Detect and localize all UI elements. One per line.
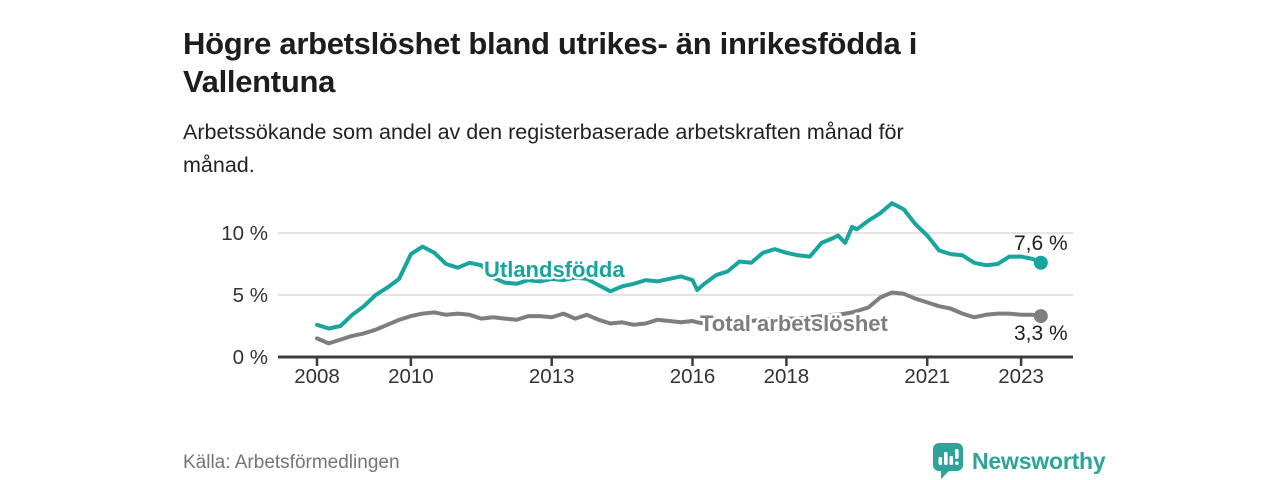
source-credit: Källa: Arbetsförmedlingen [183, 452, 400, 473]
x-axis-tick-label: 2016 [670, 365, 716, 388]
bar-chart-speech-bubble-icon [933, 443, 963, 479]
series-end-value-utlandsfodda: 7,6 % [1014, 232, 1068, 255]
subtitle-line-1: Arbetssökande som andel av den registerb… [183, 119, 904, 144]
y-axis-tick-label: 0 % [233, 346, 268, 369]
series-line-utlandsfodda [315, 201, 1043, 331]
x-axis-tick-label: 2018 [764, 365, 810, 388]
newsworthy-logo[interactable]: Newsworthy [933, 443, 1106, 479]
newsworthy-wordmark: Newsworthy [972, 447, 1106, 474]
title-line-1: Högre arbetslöshet bland utrikes- än inr… [183, 25, 918, 61]
subtitle-line-2: månad. [183, 152, 255, 177]
series-end-dot-utlandsfodda [1033, 255, 1048, 270]
title-line-2: Vallentuna [183, 63, 336, 99]
x-axis-tick-label: 2013 [529, 365, 575, 388]
x-axis-tick-label: 2008 [294, 365, 340, 388]
page-title: Högre arbetslöshet bland utrikes- än inr… [183, 25, 1093, 101]
series-label-utlandsfodda: Utlandsfödda [484, 257, 625, 282]
series-end-dot-total [1033, 309, 1048, 324]
chart-subtitle: Arbetssökande som andel av den registerb… [183, 116, 983, 182]
series-line-total [315, 290, 1043, 346]
y-axis-tick-label: 5 % [233, 284, 268, 307]
series-label-total: Total arbetslöshet [700, 311, 889, 336]
x-axis-tick-label: 2010 [388, 365, 434, 388]
series-end-value-total: 3,3 % [1014, 322, 1068, 345]
y-axis-tick-label: 10 % [221, 222, 268, 245]
x-axis-tick-label: 2021 [904, 365, 950, 388]
x-axis-tick-label: 2023 [998, 365, 1044, 388]
